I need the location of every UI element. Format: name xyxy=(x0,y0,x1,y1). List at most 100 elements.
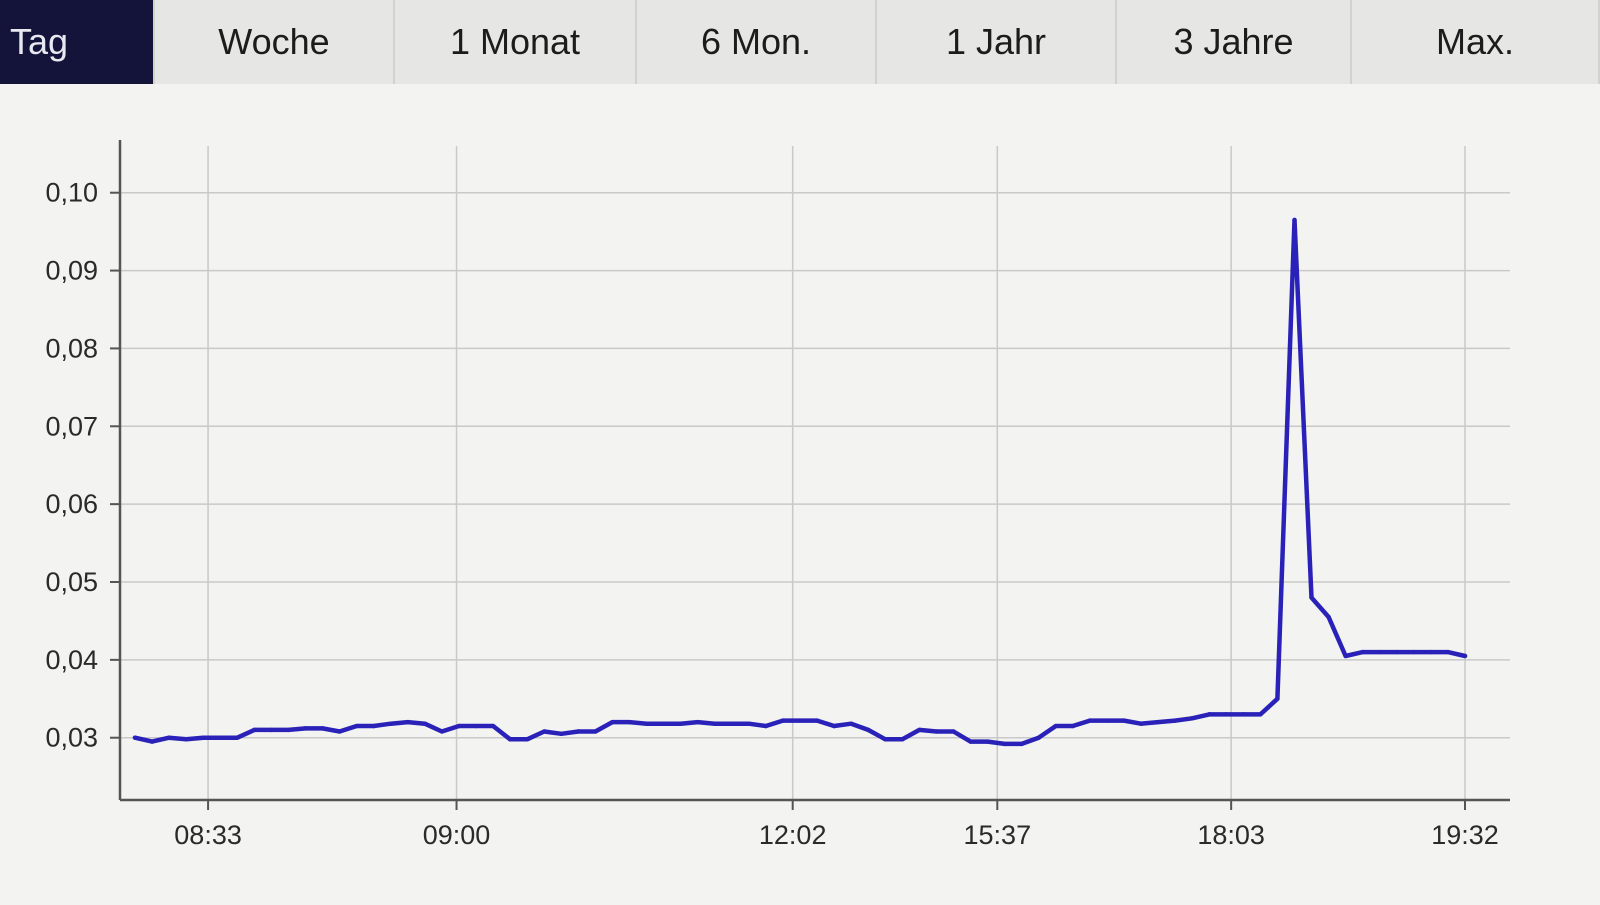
data-point xyxy=(1360,649,1365,655)
data-point xyxy=(729,721,734,726)
data-point xyxy=(900,737,905,742)
data-point xyxy=(439,729,445,734)
data-point xyxy=(473,723,479,729)
y-tick-label: 0,06 xyxy=(45,489,98,519)
tab-3-years[interactable]: 3 Jahre xyxy=(1117,0,1352,84)
data-point xyxy=(1241,712,1246,717)
y-tick-label: 0,07 xyxy=(45,411,98,441)
series xyxy=(132,217,1468,747)
x-tick-label: 12:02 xyxy=(759,820,827,850)
data-point xyxy=(934,729,939,734)
data-point xyxy=(1292,217,1297,223)
axes: 0,03 0,04 0,05 0,06 0,07 0,08 0,09 0,10 08:33 09:… xyxy=(45,140,1510,850)
data-point xyxy=(1377,649,1382,655)
data-point xyxy=(678,721,683,726)
data-point xyxy=(968,739,973,744)
data-point xyxy=(524,737,530,742)
data-point xyxy=(320,726,325,731)
data-point xyxy=(354,723,359,729)
tab-week[interactable]: Woche xyxy=(155,0,395,84)
data-point xyxy=(1036,735,1041,740)
data-point xyxy=(746,721,752,726)
tab-day[interactable]: Tag xyxy=(0,0,155,84)
data-point xyxy=(218,735,223,740)
data-point xyxy=(337,729,342,734)
data-point xyxy=(1138,721,1144,726)
tab-1-month[interactable]: 1 Monat xyxy=(395,0,637,84)
data-point xyxy=(797,718,803,723)
data-point xyxy=(576,729,581,734)
data-point xyxy=(917,727,922,733)
x-tick-label: 09:00 xyxy=(423,820,491,850)
data-point xyxy=(149,739,155,744)
data-point xyxy=(763,723,769,729)
data-point xyxy=(405,719,411,725)
y-tick-label: 0,09 xyxy=(45,256,98,286)
data-point xyxy=(1053,723,1058,729)
data-point xyxy=(1394,649,1399,655)
data-point xyxy=(507,737,513,742)
tab-max[interactable]: Max. xyxy=(1352,0,1600,84)
x-tick-label: 18:03 xyxy=(1197,820,1265,850)
data-point xyxy=(610,719,615,725)
data-point xyxy=(1172,718,1178,723)
data-point xyxy=(1189,716,1195,721)
data-point xyxy=(422,721,428,726)
data-point xyxy=(780,718,786,723)
data-point xyxy=(644,721,649,726)
data-point xyxy=(1275,696,1280,701)
y-tick-label: 0,04 xyxy=(45,645,98,675)
y-tick-label: 0,05 xyxy=(45,567,98,597)
data-point xyxy=(951,729,956,734)
data-point xyxy=(235,735,240,740)
line-chart: 0,03 0,04 0,05 0,06 0,07 0,08 0,09 0,10 08:33 09:… xyxy=(45,140,1510,850)
data-point xyxy=(490,723,496,729)
data-point xyxy=(201,735,206,740)
data-point xyxy=(1343,653,1348,659)
data-point xyxy=(1258,712,1263,717)
data-point xyxy=(985,739,990,744)
data-point xyxy=(456,723,462,729)
data-point xyxy=(1462,653,1468,659)
y-tick-label: 0,03 xyxy=(45,723,98,753)
tab-6-months[interactable]: 6 Mon. xyxy=(637,0,877,84)
data-point xyxy=(883,737,888,742)
data-point xyxy=(542,729,547,734)
y-tick-label: 0,08 xyxy=(45,333,98,363)
data-point xyxy=(1411,649,1417,655)
data-point xyxy=(1428,649,1434,655)
data-point xyxy=(1070,723,1076,729)
data-point xyxy=(1087,718,1093,723)
data-point xyxy=(1104,718,1110,723)
data-point xyxy=(712,721,717,726)
data-point xyxy=(593,729,598,734)
x-tick-label: 19:32 xyxy=(1431,820,1499,850)
data-point xyxy=(695,719,700,725)
data-point xyxy=(1019,741,1024,747)
chart-area: 0,03 0,04 0,05 0,06 0,07 0,08 0,09 0,10 08:33 09:… xyxy=(0,84,1600,900)
data-point xyxy=(1445,649,1451,655)
data-point xyxy=(831,723,837,729)
data-point xyxy=(269,727,274,733)
data-point xyxy=(848,721,854,726)
data-point xyxy=(286,727,291,733)
data-point xyxy=(183,737,189,742)
data-point xyxy=(1309,595,1314,600)
data-point xyxy=(303,726,308,731)
range-tab-bar: Tag Woche 1 Monat 6 Mon. 1 Jahr 3 Jahre … xyxy=(0,0,1600,84)
data-point xyxy=(132,735,138,740)
x-tick-label: 08:33 xyxy=(174,820,242,850)
series-line xyxy=(132,217,1468,747)
data-point xyxy=(252,727,257,733)
data-point xyxy=(1207,712,1212,717)
tab-1-year[interactable]: 1 Jahr xyxy=(877,0,1117,84)
grid xyxy=(120,146,1510,800)
data-point xyxy=(166,735,172,740)
data-point xyxy=(1002,741,1007,747)
x-tick-label: 15:37 xyxy=(964,820,1032,850)
data-point xyxy=(661,721,666,726)
data-point xyxy=(1121,718,1127,723)
data-point xyxy=(1326,614,1331,620)
data-point xyxy=(814,718,820,723)
data-point xyxy=(1155,719,1161,725)
